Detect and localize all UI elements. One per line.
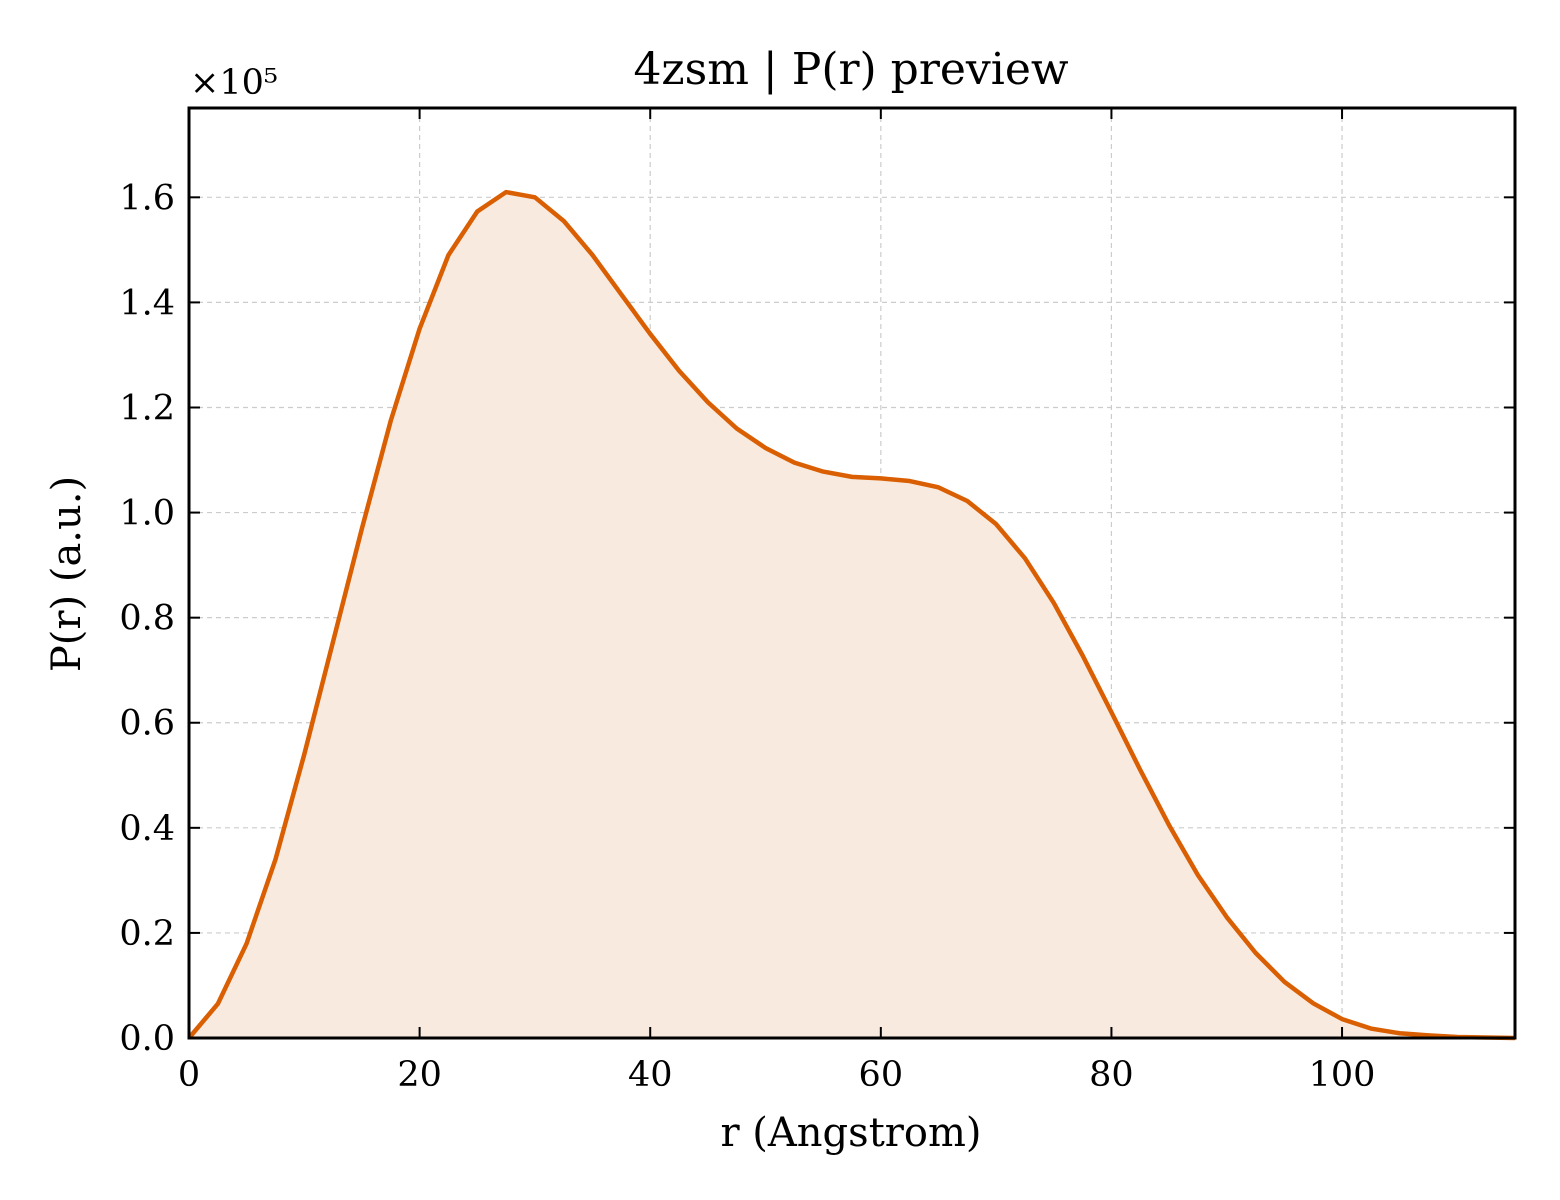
x-tick-label: 40 bbox=[628, 1055, 673, 1095]
y-tick-label: 1.2 bbox=[119, 388, 175, 428]
x-tick-label: 100 bbox=[1309, 1055, 1376, 1095]
x-tick-label: 80 bbox=[1089, 1055, 1134, 1095]
chart-title: 4zsm | P(r) preview bbox=[633, 44, 1068, 95]
y-axis-label: P(r) (a.u.) bbox=[44, 476, 90, 672]
y-scale-multiplier: ×10⁵ bbox=[190, 63, 278, 103]
x-tick-label: 20 bbox=[397, 1055, 442, 1095]
axis-ticks bbox=[188, 108, 1515, 1039]
x-axis-label: r (Angstrom) bbox=[720, 1110, 981, 1156]
pr-series-line bbox=[187, 189, 1516, 1041]
y-tick-label: 0.8 bbox=[119, 599, 175, 639]
pr-area-fill bbox=[189, 192, 1515, 1038]
tick-labels: 0 20 40 60 80 100 0.0 0.2 0.4 0.6 0.8 1.0 1.2 1.4 1.6 bbox=[119, 178, 1375, 1095]
y-tick-label: 0.6 bbox=[119, 704, 175, 744]
y-tick-label: 1.0 bbox=[119, 494, 175, 534]
x-tick-label: 0 bbox=[178, 1055, 200, 1095]
x-tick-label: 60 bbox=[859, 1055, 904, 1095]
y-tick-label: 0.2 bbox=[119, 914, 175, 954]
y-tick-label: 1.6 bbox=[119, 178, 175, 218]
y-tick-label: 0.4 bbox=[119, 809, 175, 849]
y-tick-label: 1.4 bbox=[119, 283, 175, 323]
y-tick-label: 0.0 bbox=[119, 1019, 175, 1059]
plot-frame bbox=[187, 106, 1517, 1040]
